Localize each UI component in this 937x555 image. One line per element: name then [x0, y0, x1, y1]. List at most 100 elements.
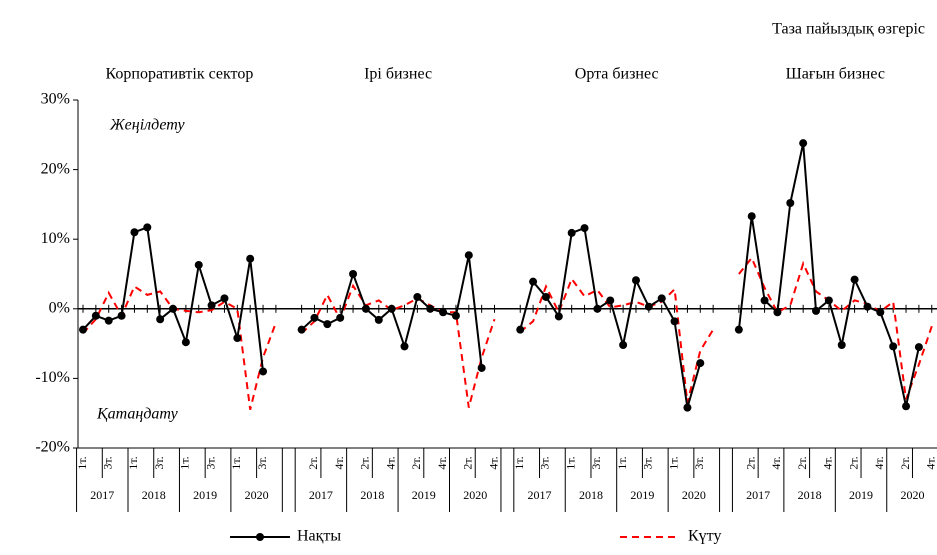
actual-point [246, 254, 255, 263]
actual-point [683, 403, 692, 412]
x-tick-label: 1т. [563, 456, 577, 469]
actual-point [644, 302, 653, 311]
x-tick-label: 3т. [692, 456, 706, 469]
actual-point [233, 334, 242, 343]
x-tick-label: 2т. [898, 456, 912, 469]
year-label: 2020 [463, 488, 487, 502]
actual-point [902, 402, 911, 411]
legend-label: Күту [688, 528, 721, 545]
actual-point [143, 223, 152, 232]
actual-point [593, 304, 602, 313]
x-tick-label: 3т. [152, 456, 166, 469]
actual-point [863, 302, 872, 311]
panel-title: Корпоративтік сектор [106, 66, 254, 83]
y-tick-label: -10% [35, 369, 70, 386]
actual-point [194, 260, 203, 269]
actual-point [670, 317, 679, 326]
x-tick-label: 1т. [615, 456, 629, 469]
y-tick-label: 20% [41, 160, 70, 177]
x-tick-label: 2т. [306, 456, 320, 469]
x-tick-label: 4т. [332, 456, 346, 469]
actual-point [259, 367, 268, 376]
year-label: 2017 [309, 488, 333, 502]
x-tick-label: 4т. [872, 456, 886, 469]
x-tick-label: 2т. [358, 456, 372, 469]
actual-point [181, 338, 190, 347]
actual-point [79, 325, 87, 334]
x-tick-label: 4т. [821, 456, 835, 469]
actual-point [786, 199, 795, 208]
annotation: Жеңілдету [109, 117, 185, 134]
legend-label: Нақты [297, 528, 341, 545]
x-tick-label: 2т. [461, 456, 475, 469]
x-tick-label: 1т. [126, 456, 140, 469]
actual-point [631, 276, 640, 285]
actual-point [310, 313, 319, 322]
year-label: 2017 [528, 488, 552, 502]
x-tick-label: 3т. [203, 456, 217, 469]
y-tick-label: -20% [35, 439, 70, 456]
actual-point [130, 228, 139, 237]
x-tick-label: 4т. [769, 456, 783, 469]
x-tick-label: 1т. [75, 456, 89, 469]
actual-point [439, 308, 448, 317]
actual-point [323, 320, 332, 329]
y-tick-label: 0% [49, 299, 70, 316]
actual-point [117, 311, 126, 320]
actual-point [606, 296, 615, 305]
actual-point [477, 363, 486, 372]
actual-point [747, 212, 756, 221]
expected-line [300, 283, 496, 408]
actual-point [400, 342, 409, 351]
actual-point [696, 359, 705, 368]
x-tick-label: 2т. [846, 456, 860, 469]
x-tick-label: 4т. [435, 456, 449, 469]
panel-title: Ірі бизнес [364, 66, 432, 83]
year-label: 2017 [746, 488, 770, 502]
actual-point [374, 315, 383, 324]
x-tick-label: 2т. [795, 456, 809, 469]
actual-point [91, 311, 100, 320]
x-tick-label: 4т. [924, 456, 937, 469]
x-tick-label: 2т. [743, 456, 757, 469]
actual-point [156, 315, 165, 324]
actual-point [361, 304, 370, 313]
actual-point [567, 228, 576, 237]
annotation: Қатаңдату [96, 406, 179, 423]
actual-point [426, 304, 435, 313]
x-tick-label: 1т. [666, 456, 680, 469]
actual-line [82, 226, 264, 372]
actual-point [529, 277, 538, 286]
year-label: 2018 [579, 488, 603, 502]
actual-point [169, 304, 178, 313]
x-tick-label: 2т. [409, 456, 423, 469]
chart-title: Таза пайыздық өзгеріс [772, 21, 925, 38]
actual-point [541, 292, 550, 301]
actual-point [413, 292, 422, 301]
y-tick-label: 30% [41, 91, 70, 108]
actual-point [876, 308, 885, 317]
year-label: 2019 [412, 488, 436, 502]
x-tick-label: 3т. [100, 456, 114, 469]
actual-point [799, 139, 808, 148]
actual-point [850, 275, 859, 284]
actual-point [824, 296, 833, 305]
actual-point [349, 270, 358, 278]
expected-line [82, 285, 277, 410]
year-label: 2020 [245, 488, 269, 502]
actual-point [657, 294, 666, 303]
x-tick-label: 3т. [538, 456, 552, 469]
actual-point [104, 316, 113, 325]
actual-point [464, 251, 473, 260]
x-tick-label: 1т. [229, 456, 243, 469]
x-tick-label: 4т. [486, 456, 500, 469]
actual-point [734, 325, 743, 334]
year-label: 2018 [798, 488, 822, 502]
x-tick-label: 3т. [641, 456, 655, 469]
actual-point [619, 340, 628, 349]
x-tick-label: 1т. [512, 456, 526, 469]
actual-point [580, 224, 589, 233]
expected-line [519, 276, 714, 404]
x-tick-label: 4т. [383, 456, 397, 469]
